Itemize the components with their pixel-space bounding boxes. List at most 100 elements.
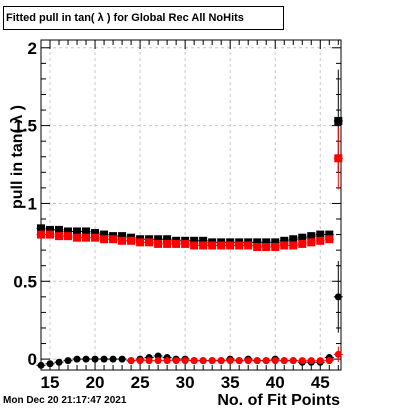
square-marker	[73, 233, 82, 242]
circle-marker	[271, 357, 279, 365]
x-tick-label: 20	[86, 373, 105, 392]
square-marker	[118, 236, 127, 245]
square-marker	[316, 230, 325, 239]
square-marker	[298, 233, 307, 242]
circle-marker	[325, 357, 333, 365]
square-marker	[289, 235, 298, 244]
square-marker	[109, 235, 118, 244]
square-marker	[37, 230, 45, 239]
square-marker	[154, 239, 163, 248]
x-tick-label: 40	[266, 373, 285, 392]
square-marker	[217, 241, 226, 250]
y-tick-label: 2	[28, 39, 37, 58]
square-marker	[325, 230, 334, 239]
circle-marker	[298, 357, 306, 365]
square-marker	[253, 238, 262, 247]
circle-marker	[208, 357, 216, 365]
x-tick-label: 25	[131, 373, 150, 392]
square-marker	[208, 241, 217, 250]
square-marker	[253, 243, 262, 252]
square-marker	[199, 241, 208, 250]
circle-marker	[145, 357, 153, 365]
square-marker	[55, 225, 64, 234]
square-marker	[262, 238, 271, 247]
grid	[41, 40, 341, 370]
circle-marker	[109, 355, 117, 363]
x-tick-label: 35	[221, 373, 240, 392]
square-marker	[100, 230, 109, 239]
circle-marker	[46, 360, 54, 368]
square-marker	[163, 235, 172, 244]
square-marker	[64, 232, 73, 241]
circle-marker	[244, 357, 252, 365]
circle-marker	[154, 357, 162, 365]
circle-marker	[307, 357, 315, 365]
error-bars	[36, 69, 343, 367]
square-marker	[307, 232, 316, 241]
square-marker	[199, 236, 208, 245]
circle-marker	[334, 293, 342, 301]
square-marker	[271, 238, 280, 247]
square-marker	[271, 243, 280, 252]
x-tick-label: 45	[311, 373, 330, 392]
y-tick-label: 0.5	[13, 272, 37, 291]
square-marker	[145, 238, 154, 247]
circle-marker	[118, 355, 126, 363]
x-axis-label: No. of Fit Points	[217, 392, 340, 409]
square-marker	[325, 235, 334, 244]
square-marker	[307, 238, 316, 247]
circle-marker	[199, 357, 207, 365]
circle-marker	[100, 355, 108, 363]
circle-marker	[82, 355, 90, 363]
x-tick-label: 30	[176, 373, 195, 392]
y-tick-label: 1.5	[13, 117, 37, 136]
circle-marker	[163, 357, 171, 365]
circle-marker	[37, 361, 45, 369]
tick-labels: 15 20 25 30 35 40 45 0 0.5 1 1.5 2	[13, 39, 329, 392]
square-marker	[316, 236, 325, 245]
square-marker	[46, 225, 55, 234]
circle-marker	[55, 358, 63, 366]
circle-marker	[91, 355, 99, 363]
circle-marker	[235, 357, 243, 365]
circle-marker	[262, 357, 270, 365]
square-marker	[190, 241, 199, 250]
square-marker	[46, 230, 55, 239]
circle-marker	[334, 350, 342, 358]
square-marker	[37, 224, 45, 233]
square-marker	[64, 227, 73, 236]
axes	[40, 40, 341, 370]
y-axis-label: pull in tan( λ )	[9, 105, 26, 209]
square-marker	[280, 236, 289, 245]
y-tick-label: 1	[28, 194, 37, 213]
square-marker	[334, 154, 343, 163]
square-marker	[226, 241, 235, 250]
chart-title: Fitted pull in tan( λ ) for Global Rec A…	[3, 6, 284, 30]
circle-marker	[253, 357, 261, 365]
circle-marker	[316, 357, 324, 365]
square-marker	[289, 241, 298, 250]
square-marker	[280, 241, 289, 250]
circle-marker	[280, 357, 288, 365]
square-marker	[154, 235, 163, 244]
data-markers	[37, 116, 343, 369]
square-marker	[73, 227, 82, 236]
square-marker	[55, 232, 64, 241]
square-marker	[172, 239, 181, 248]
timestamp: Mon Dec 20 21:17:47 2021	[3, 395, 127, 406]
square-marker	[181, 239, 190, 248]
circle-marker	[64, 357, 72, 365]
square-marker	[235, 241, 244, 250]
circle-marker	[217, 357, 225, 365]
circle-marker	[136, 357, 144, 365]
circle-marker	[181, 357, 189, 365]
square-marker	[100, 235, 109, 244]
square-marker	[91, 233, 100, 242]
circle-marker	[73, 355, 81, 363]
square-marker	[262, 243, 271, 252]
circle-marker	[127, 357, 135, 365]
square-marker	[163, 239, 172, 248]
x-tick-label: 15	[41, 373, 60, 392]
square-marker	[127, 236, 136, 245]
square-marker	[82, 233, 91, 242]
